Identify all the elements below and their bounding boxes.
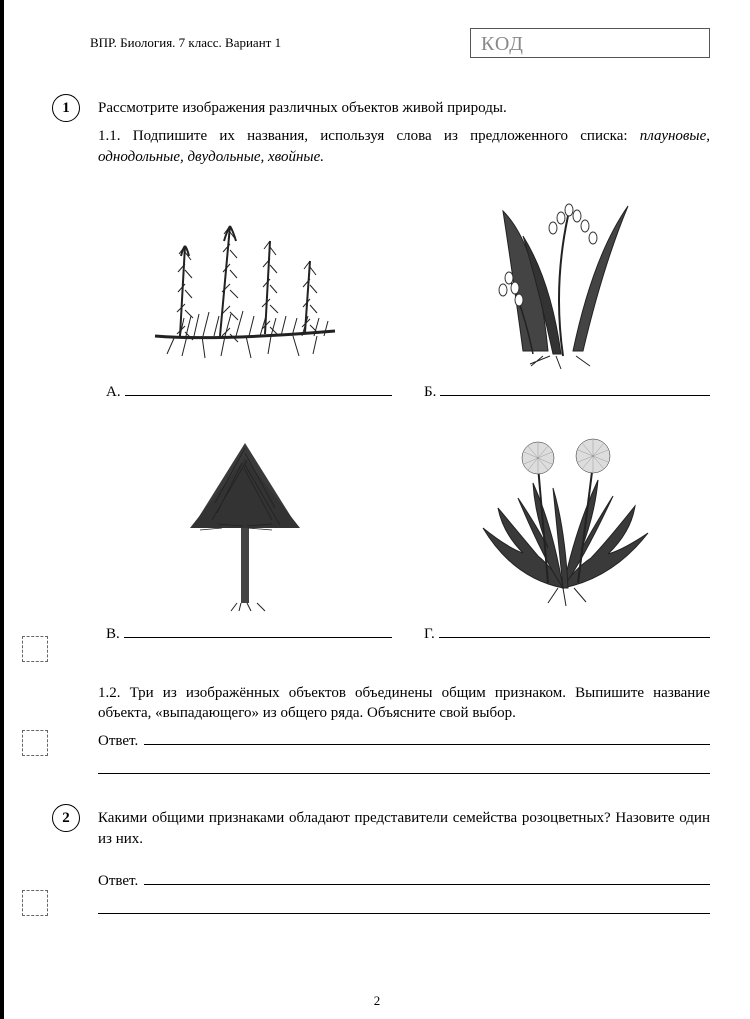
task-1: 1 Рассмотрите изображения различных объе… bbox=[52, 98, 710, 671]
label-a: А. bbox=[98, 384, 121, 401]
header-row: ВПР. Биология. 7 класс. Вариант 1 КОД bbox=[90, 28, 710, 58]
answer-row-2: Ответ. bbox=[98, 871, 710, 890]
label-line-g: Г. bbox=[416, 624, 710, 643]
sub11-prefix: 1.1. Подпишите их названия, используя сл… bbox=[98, 128, 640, 144]
label-g: Г. bbox=[416, 626, 435, 643]
task2-text: Какими общими признаками обладают предст… bbox=[98, 808, 710, 849]
task-number-2: 2 bbox=[52, 804, 80, 832]
answer-line-12a[interactable] bbox=[144, 731, 710, 745]
score-box-1[interactable] bbox=[22, 636, 48, 662]
images-grid: А. bbox=[98, 181, 710, 661]
page-number: 2 bbox=[374, 993, 381, 1009]
label-line-v: В. bbox=[98, 624, 392, 643]
score-box-2[interactable] bbox=[22, 730, 48, 756]
image-row-1: А. bbox=[98, 181, 710, 419]
plant-image-g bbox=[448, 423, 678, 618]
plant-image-a bbox=[130, 181, 360, 376]
task1-sub11: 1.1. Подпишите их названия, используя сл… bbox=[98, 126, 710, 167]
image-cell-v: В. bbox=[98, 423, 392, 661]
task1-sub12-block: 1.2. Три из изображённых объектов объеди… bbox=[98, 683, 710, 775]
answer-line-g[interactable] bbox=[439, 624, 710, 638]
answer-line-v[interactable] bbox=[124, 624, 392, 638]
image-row-2: В. bbox=[98, 423, 710, 661]
task-2-body: Какими общими признаками обладают предст… bbox=[98, 808, 710, 924]
source-label: ВПР. Биология. 7 класс. Вариант 1 bbox=[90, 35, 281, 51]
label-v: В. bbox=[98, 626, 120, 643]
code-box[interactable]: КОД bbox=[470, 28, 710, 58]
plant-image-b bbox=[448, 181, 678, 376]
task1-sub12: 1.2. Три из изображённых объектов объеди… bbox=[98, 683, 710, 724]
score-box-3[interactable] bbox=[22, 890, 48, 916]
task-2: 2 Какими общими признаками обладают пред… bbox=[52, 808, 710, 924]
task-1-body: Рассмотрите изображения различных объект… bbox=[98, 98, 710, 671]
label-line-a: А. bbox=[98, 382, 392, 401]
answer-line-12b[interactable] bbox=[98, 760, 710, 774]
task1-intro: Рассмотрите изображения различных объект… bbox=[98, 98, 710, 118]
answer-row-12: Ответ. bbox=[98, 731, 710, 750]
plant-image-v bbox=[130, 423, 360, 618]
answer-line-a[interactable] bbox=[125, 382, 392, 396]
answer-line-b[interactable] bbox=[440, 382, 710, 396]
image-cell-g: Г. bbox=[416, 423, 710, 661]
answer-line-2a[interactable] bbox=[144, 871, 710, 885]
page-container: ВПР. Биология. 7 класс. Вариант 1 КОД 1 … bbox=[4, 0, 750, 1019]
label-b: Б. bbox=[416, 384, 436, 401]
answer-label-2: Ответ. bbox=[98, 873, 138, 890]
image-cell-b: Б. bbox=[416, 181, 710, 419]
label-line-b: Б. bbox=[416, 382, 710, 401]
answer-label-12: Ответ. bbox=[98, 733, 138, 750]
task-number-1: 1 bbox=[52, 94, 80, 122]
image-cell-a: А. bbox=[98, 181, 392, 419]
answer-line-2b[interactable] bbox=[98, 900, 710, 914]
